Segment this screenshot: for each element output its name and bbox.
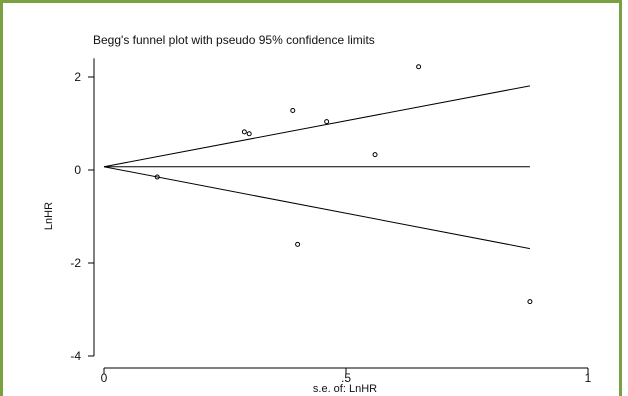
- y-tick-label: -4: [70, 349, 81, 363]
- funnel-lines: [103, 85, 531, 250]
- data-points: [154, 64, 533, 305]
- data-point: [241, 129, 247, 135]
- x-tick-label: 1: [585, 371, 592, 385]
- y-axis-label: LnHR: [43, 202, 55, 230]
- data-point: [290, 107, 296, 113]
- data-point: [416, 64, 422, 70]
- x-tick-label: .5: [341, 371, 351, 385]
- y-tick-label: -2: [70, 256, 81, 270]
- y-tick-label: 2: [74, 70, 81, 84]
- data-point: [295, 241, 301, 247]
- data-point: [527, 299, 533, 305]
- chart-title: Begg's funnel plot with pseudo 95% confi…: [93, 33, 375, 47]
- data-point: [324, 119, 330, 125]
- data-point: [154, 174, 160, 180]
- data-point: [246, 131, 252, 137]
- x-axis-label: s.e. of: LnHR: [313, 383, 377, 395]
- y-tick-label: 0: [74, 163, 81, 177]
- axes: -4 -2 0 2 0 .5 1: [70, 58, 592, 385]
- x-tick-label: 0: [101, 371, 108, 385]
- data-point: [372, 152, 378, 158]
- confidence-limit-line: [103, 166, 531, 250]
- confidence-limit-line: [103, 85, 531, 168]
